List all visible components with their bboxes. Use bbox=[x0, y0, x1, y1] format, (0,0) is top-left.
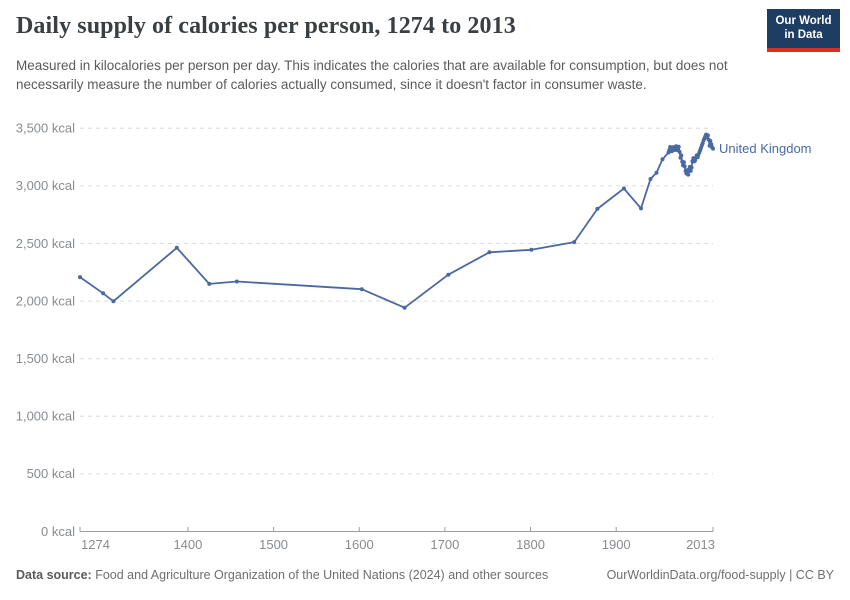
entity-label[interactable]: United Kingdom bbox=[719, 141, 812, 156]
page-title: Daily supply of calories per person, 127… bbox=[16, 13, 516, 39]
x-tick-label: 1700 bbox=[430, 537, 459, 552]
owid-logo-text: Our World in Data bbox=[775, 15, 831, 43]
y-tick-label: 2,000 kcal bbox=[16, 293, 75, 308]
data-point bbox=[595, 206, 600, 211]
y-tick-label: 500 kcal bbox=[27, 466, 76, 481]
data-source-note: Data source: Food and Agriculture Organi… bbox=[16, 568, 548, 582]
x-tick-label: 1274 bbox=[81, 537, 110, 552]
data-point bbox=[207, 281, 212, 286]
x-tick-label: 1400 bbox=[173, 537, 202, 552]
data-point bbox=[682, 164, 687, 169]
data-point bbox=[78, 275, 82, 280]
y-tick-label: 3,500 kcal bbox=[16, 121, 75, 136]
y-gridlines bbox=[80, 127, 713, 475]
data-point bbox=[708, 139, 713, 143]
data-point bbox=[654, 170, 659, 175]
y-tick-label: 1,000 kcal bbox=[16, 409, 75, 424]
y-tick-label: 2,500 kcal bbox=[16, 236, 75, 251]
data-point bbox=[101, 291, 106, 296]
data-point bbox=[686, 172, 691, 177]
chart-subtitle: Measured in kilocalories per person per … bbox=[16, 58, 728, 93]
x-axis-labels: 1274 1400 1500 1600 1700 1800 1900 2013 bbox=[81, 537, 715, 552]
x-axis bbox=[79, 527, 714, 532]
data-source-text: Food and Agriculture Organization of the… bbox=[91, 568, 549, 582]
x-tick-label: 2013 bbox=[686, 537, 715, 552]
data-point bbox=[679, 153, 684, 158]
data-line bbox=[79, 133, 714, 309]
owid-logo[interactable]: Our World in Data bbox=[767, 9, 840, 52]
data-point bbox=[639, 206, 643, 211]
y-axis-labels: 0 kcal 500 kcal 1,000 kcal 1,500 kcal 2,000 … bbox=[16, 121, 75, 539]
x-tick-label: 1600 bbox=[345, 537, 374, 552]
data-point bbox=[529, 247, 534, 252]
data-point bbox=[234, 279, 239, 284]
data-point bbox=[621, 186, 626, 191]
data-point bbox=[705, 133, 710, 138]
y-tick-label: 1,500 kcal bbox=[16, 351, 75, 366]
data-point bbox=[676, 144, 681, 149]
data-point bbox=[688, 168, 693, 173]
data-point bbox=[359, 287, 364, 292]
x-tick-label: 1800 bbox=[516, 537, 545, 552]
data-point bbox=[487, 250, 492, 255]
data-source-label: Data source: bbox=[16, 568, 92, 582]
data-point bbox=[711, 146, 715, 151]
data-point bbox=[689, 165, 694, 170]
data-points bbox=[78, 132, 715, 310]
data-point bbox=[677, 149, 682, 154]
owid-logo-line2: in Data bbox=[784, 28, 823, 41]
data-point bbox=[572, 240, 577, 245]
owid-logo-line1: Our World bbox=[775, 14, 832, 27]
data-point bbox=[660, 157, 665, 162]
data-point bbox=[111, 299, 116, 304]
y-tick-label: 3,000 kcal bbox=[16, 178, 75, 193]
data-point bbox=[681, 160, 686, 165]
x-tick-label: 1500 bbox=[259, 537, 288, 552]
chart-footer: Data source: Food and Agriculture Organi… bbox=[16, 568, 834, 582]
data-point bbox=[402, 305, 407, 310]
y-tick-label: 0 kcal bbox=[41, 524, 75, 539]
data-point bbox=[174, 245, 179, 250]
owid-url-license-link[interactable]: OurWorldinData.org/food-supply | CC BY bbox=[606, 568, 834, 582]
data-point bbox=[648, 177, 653, 181]
x-tick-label: 1900 bbox=[602, 537, 631, 552]
data-point bbox=[446, 272, 451, 277]
